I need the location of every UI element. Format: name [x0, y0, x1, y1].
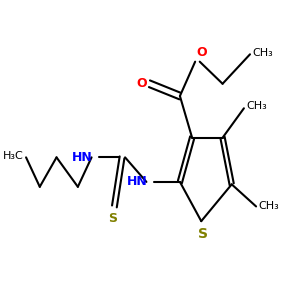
Text: HN: HN: [72, 151, 93, 164]
Text: S: S: [108, 212, 117, 225]
Text: CH₃: CH₃: [259, 201, 279, 212]
Text: CH₃: CH₃: [246, 101, 267, 111]
Text: S: S: [198, 227, 208, 241]
Text: HN: HN: [127, 176, 148, 188]
Text: H₃C: H₃C: [3, 152, 24, 161]
Text: O: O: [136, 77, 147, 90]
Text: CH₃: CH₃: [252, 48, 273, 58]
Text: O: O: [197, 46, 207, 59]
